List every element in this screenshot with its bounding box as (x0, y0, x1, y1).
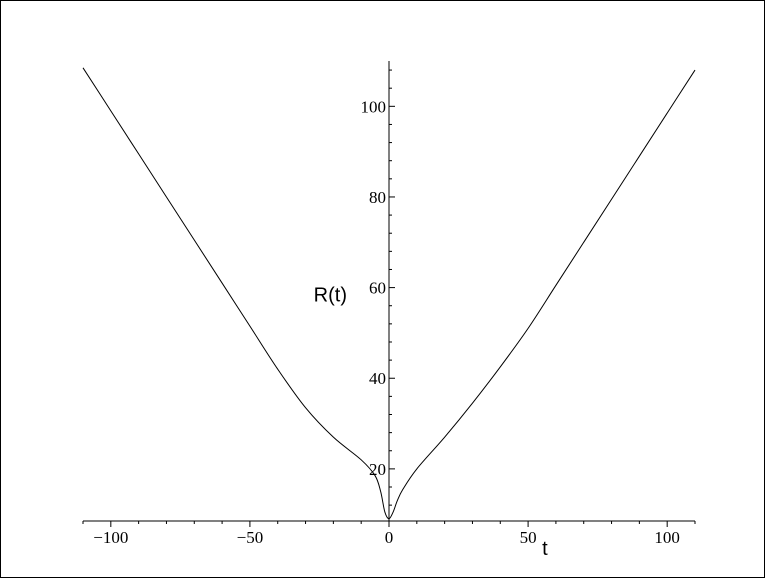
y-tick-label: 40 (369, 369, 386, 388)
tick-labels: −100 −50 0 50 100 20 40 60 80 100 (93, 97, 680, 547)
y-axis-label: R(t) (314, 285, 347, 307)
major-ticks (110, 105, 668, 527)
x-axis-label: t (542, 538, 548, 560)
y-tick-label: 20 (369, 460, 386, 479)
x-tick-label: −50 (237, 528, 264, 547)
x-tick-label: 0 (385, 528, 394, 547)
x-tick-label: −100 (93, 528, 128, 547)
x-tick-label: 100 (654, 528, 680, 547)
y-tick-label: 60 (369, 279, 386, 298)
y-tick-label: 100 (361, 97, 387, 116)
y-tick-label: 80 (369, 188, 386, 207)
x-tick-label: 50 (520, 528, 537, 547)
series-line (82, 67, 696, 520)
